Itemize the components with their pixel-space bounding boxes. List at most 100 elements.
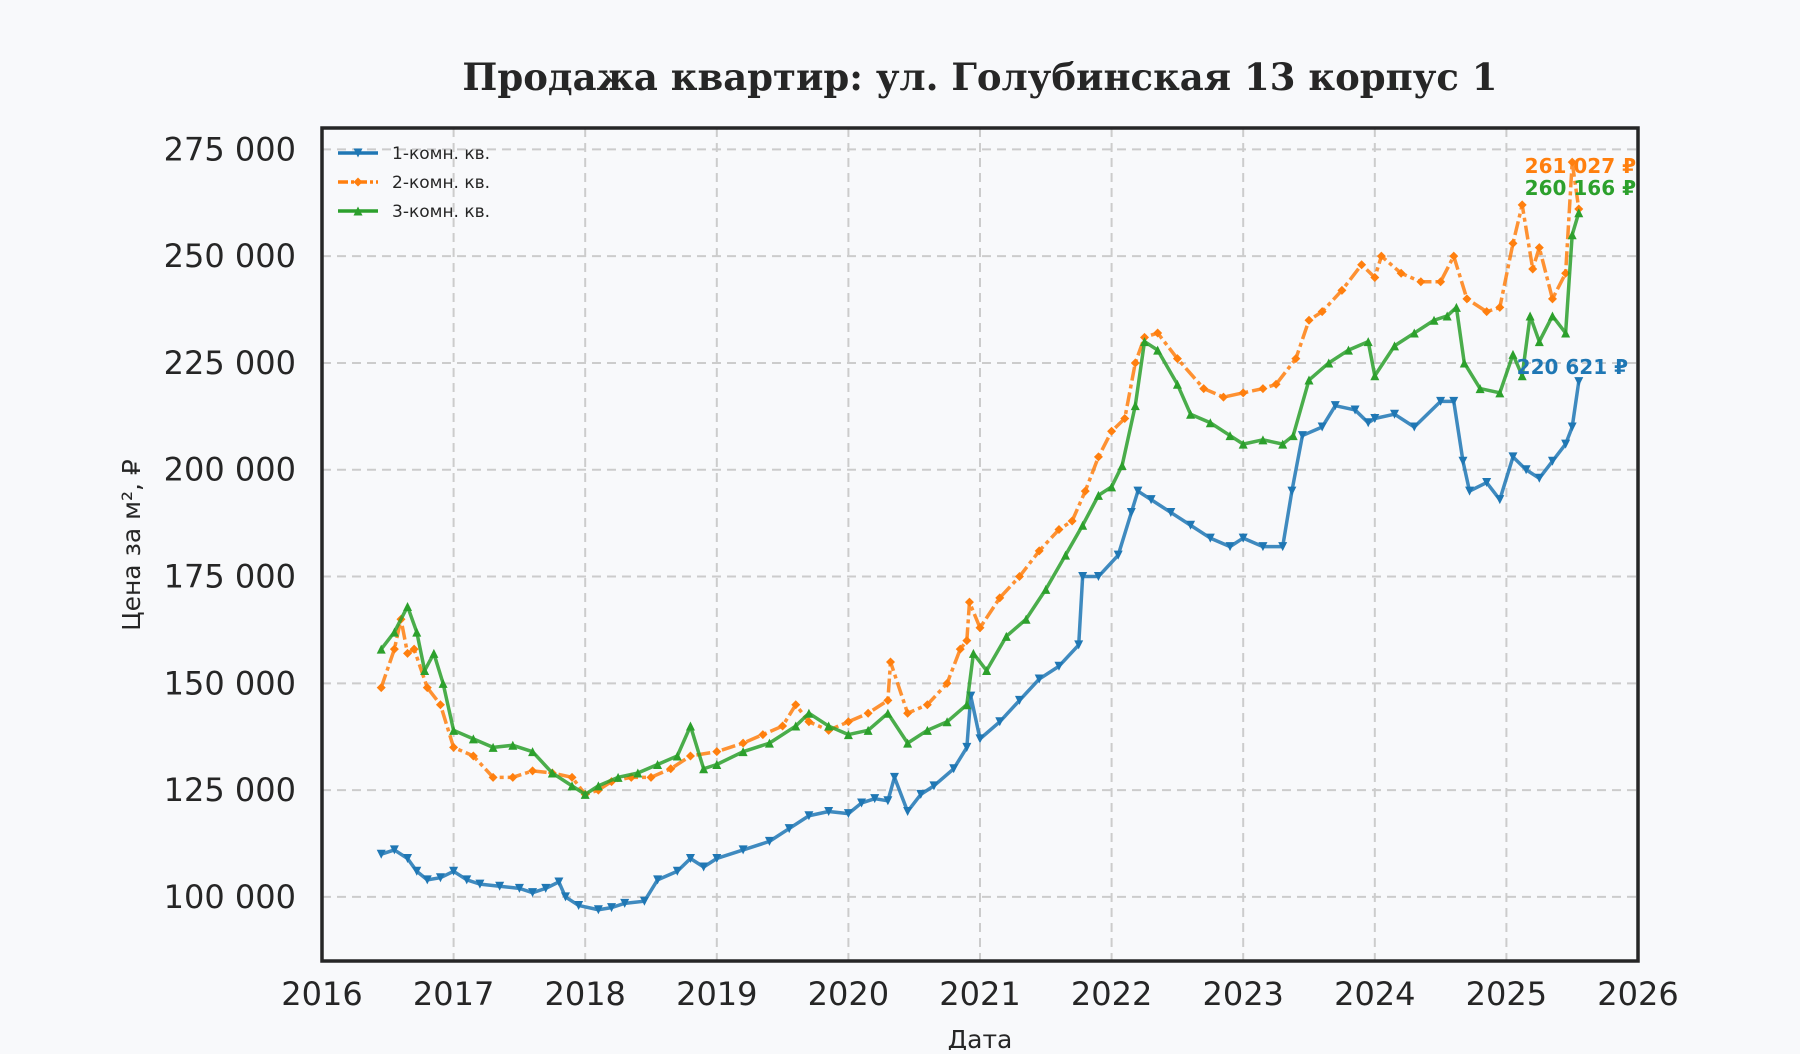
series-3-комн. кв. — [376, 208, 1584, 799]
data-point — [376, 644, 386, 654]
x-tick-label: 2019 — [676, 975, 757, 1013]
data-point — [1153, 345, 1163, 355]
data-point — [508, 772, 518, 782]
data-point — [942, 678, 952, 688]
x-tick-label: 2020 — [808, 975, 889, 1013]
data-point — [738, 738, 748, 748]
data-point — [593, 905, 603, 915]
data-point — [1528, 264, 1538, 274]
data-point — [1561, 439, 1571, 449]
data-point — [1080, 486, 1090, 496]
data-point — [975, 623, 985, 633]
data-point — [1547, 311, 1557, 321]
y-tick-label: 250 000 — [164, 237, 296, 275]
end-value-label: 261 027 ₽ — [1525, 154, 1636, 178]
data-point — [791, 700, 801, 710]
data-point — [1238, 388, 1248, 398]
legend-item: 3-комн. кв. — [338, 202, 490, 222]
data-point — [1495, 388, 1505, 398]
data-point — [982, 666, 992, 676]
x-tick-label: 2018 — [544, 975, 625, 1013]
data-point — [1495, 302, 1505, 312]
data-point — [1153, 328, 1163, 338]
data-point — [791, 721, 801, 731]
series-1-комн. кв. — [376, 377, 1584, 915]
data-point — [1337, 285, 1347, 295]
data-point — [449, 742, 459, 752]
data-point — [403, 648, 413, 658]
data-point — [1534, 243, 1544, 253]
data-point — [1199, 384, 1209, 394]
data-point — [843, 717, 853, 727]
data-point — [547, 768, 557, 778]
data-point — [1436, 396, 1446, 406]
data-point — [1459, 358, 1469, 368]
data-point — [778, 721, 788, 731]
data-point — [1271, 379, 1281, 389]
legend-label: 1-комн. кв. — [392, 144, 490, 164]
data-point — [1343, 345, 1353, 355]
data-point — [389, 845, 399, 855]
data-point — [870, 794, 880, 804]
data-point — [824, 721, 834, 731]
data-point — [1120, 413, 1130, 423]
data-point — [666, 764, 676, 774]
x-axis-label: Дата — [948, 1025, 1013, 1050]
data-point — [1288, 431, 1298, 441]
data-point — [1067, 516, 1077, 526]
x-tick-label: 2023 — [1202, 975, 1283, 1013]
data-point — [1130, 401, 1140, 411]
x-tick-label: 2024 — [1334, 975, 1415, 1013]
data-point — [1186, 409, 1196, 419]
data-point — [1078, 520, 1088, 530]
legend-label: 3-комн. кв. — [392, 202, 490, 222]
y-tick-label: 175 000 — [164, 558, 296, 596]
data-point — [1034, 674, 1044, 684]
data-point — [488, 772, 498, 782]
data-point — [672, 751, 682, 761]
end-labels: 220 621 ₽ 261 027 ₽260 166 ₽ — [1517, 154, 1636, 379]
data-point — [475, 879, 485, 889]
end-value-label: 220 621 ₽ — [1517, 355, 1628, 379]
data-point — [764, 836, 774, 846]
data-point — [1521, 465, 1531, 475]
data-point — [995, 593, 1005, 603]
data-point — [1376, 251, 1386, 261]
y-tick-label: 275 000 — [164, 130, 296, 168]
data-point — [857, 798, 867, 808]
data-point — [1021, 614, 1031, 624]
data-point — [949, 764, 959, 774]
data-point — [1534, 473, 1544, 483]
y-tick-label: 225 000 — [164, 344, 296, 382]
data-point — [653, 875, 663, 885]
y-axis-ticks: 100 000 125 000 150 000 175 000 200 000 225 0… — [164, 130, 296, 916]
data-point — [922, 700, 932, 710]
data-point — [962, 742, 972, 752]
data-point — [1574, 208, 1584, 218]
data-point — [1317, 422, 1327, 432]
data-point — [403, 601, 413, 611]
data-point — [1061, 550, 1071, 560]
data-point — [1409, 328, 1419, 338]
data-point — [1508, 452, 1518, 462]
data-point — [435, 700, 445, 710]
legend-label: 2-комн. кв. — [392, 173, 490, 193]
data-point — [1126, 507, 1136, 517]
data-point — [514, 883, 524, 893]
data-point — [1429, 315, 1439, 325]
data-point — [883, 695, 893, 705]
data-point — [1225, 431, 1235, 441]
data-point — [567, 781, 577, 791]
data-point — [916, 789, 926, 799]
data-point — [1205, 418, 1215, 428]
data-point — [1465, 486, 1475, 496]
data-point — [1291, 354, 1301, 364]
legend-item: 2-комн. кв. — [338, 173, 490, 193]
data-point — [639, 896, 649, 906]
data-point — [1166, 507, 1176, 517]
data-point — [389, 627, 399, 637]
data-point — [449, 866, 459, 876]
data-point — [1370, 273, 1380, 283]
data-point — [1238, 533, 1248, 543]
y-axis-label: Цена за м², ₽ — [117, 459, 146, 631]
